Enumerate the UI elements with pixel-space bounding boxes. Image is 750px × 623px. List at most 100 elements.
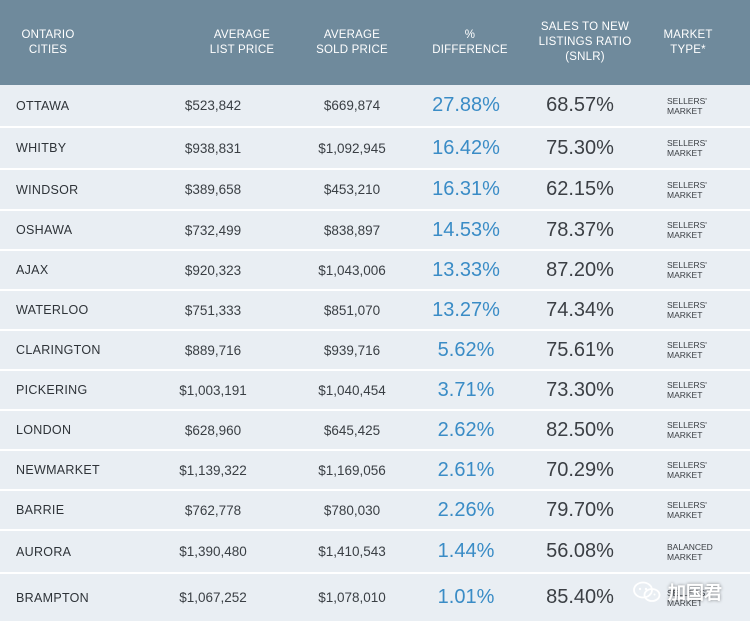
percent-difference: 5.62%: [437, 338, 495, 361]
average-list-price: $762,778: [184, 502, 242, 518]
average-list-price: $1,067,252: [179, 590, 247, 605]
average-sold-price: $851,070: [323, 302, 381, 318]
average-sold-price: $780,030: [323, 502, 381, 518]
average-list-price: $751,333: [184, 302, 242, 318]
snlr-value: 75.61%: [546, 338, 614, 361]
percent-difference: 2.62%: [437, 418, 495, 441]
percent-difference: 2.61%: [437, 458, 495, 481]
average-sold-price: $939,716: [323, 342, 381, 358]
market-type: SELLERS' MARKET: [667, 460, 707, 480]
city-name: WHITBY: [16, 141, 67, 155]
table-row: OTTAWA $523,842 $669,874 27.88% 68.57% SELLER…: [0, 85, 750, 128]
average-list-price: $523,842: [184, 98, 242, 113]
average-list-price: $628,960: [184, 422, 242, 438]
average-list-price: $1,139,322: [179, 462, 247, 478]
city-name: AJAX: [16, 263, 49, 277]
table-row: BARRIE $762,778 $780,030 2.26% 79.70% SELLERS…: [0, 491, 750, 531]
average-list-price: $389,658: [184, 182, 242, 197]
average-list-price: $889,716: [184, 342, 242, 358]
average-sold-price: $453,210: [323, 182, 381, 197]
header-average-sold-price: AVERAGE SOLD PRICE: [316, 28, 388, 56]
header-ontario-cities: ONTARIO CITIES: [21, 28, 75, 56]
average-sold-price: $1,092,945: [318, 140, 386, 156]
market-type: BALANCED MARKET: [667, 541, 713, 562]
city-name: CLARINGTON: [16, 343, 101, 357]
percent-difference: 3.71%: [437, 378, 495, 401]
header-market-type: MARKET TYPE*: [663, 28, 713, 56]
table-row: AJAX $920,323 $1,043,006 13.33% 87.20% SELLER…: [0, 251, 750, 291]
market-type: SELLERS' MARKET: [667, 500, 707, 520]
market-type: SELLERS' MARKET: [667, 420, 707, 440]
average-sold-price: $1,078,010: [318, 590, 386, 605]
snlr-value: 68.57%: [546, 94, 614, 116]
snlr-value: 56.08%: [546, 540, 614, 562]
market-type: SELLERS' MARKET: [667, 300, 707, 320]
average-sold-price: $669,874: [323, 98, 381, 113]
market-type: SELLERS' MARKET: [667, 340, 707, 360]
percent-difference: 27.88%: [432, 94, 500, 116]
average-list-price: $920,323: [184, 262, 242, 278]
city-name: BARRIE: [16, 503, 65, 517]
percent-difference: 1.44%: [437, 540, 495, 562]
market-type: SELLERS' MARKET: [667, 587, 707, 608]
table-row: AURORA $1,390,480 $1,410,543 1.44% 56.08% BAL…: [0, 531, 750, 574]
table-row: LONDON $628,960 $645,425 2.62% 82.50% SELLERS…: [0, 411, 750, 451]
market-type: SELLERS' MARKET: [667, 95, 707, 116]
table-row: PICKERING $1,003,191 $1,040,454 3.71% 73.30%…: [0, 371, 750, 411]
percent-difference: 16.42%: [432, 136, 500, 159]
percent-difference: 14.53%: [432, 218, 500, 241]
average-sold-price: $1,043,006: [318, 262, 386, 278]
percent-difference: 13.33%: [432, 258, 500, 281]
snlr-value: 79.70%: [546, 498, 614, 521]
table-row: NEWMARKET $1,139,322 $1,169,056 2.61% 70.29%…: [0, 451, 750, 491]
percent-difference: 2.26%: [437, 498, 495, 521]
percent-difference: 13.27%: [432, 298, 500, 321]
snlr-value: 75.30%: [546, 136, 614, 159]
snlr-value: 82.50%: [546, 418, 614, 441]
average-sold-price: $838,897: [323, 222, 381, 238]
snlr-value: 73.30%: [546, 378, 614, 401]
city-name: PICKERING: [16, 383, 88, 397]
snlr-value: 70.29%: [546, 458, 614, 481]
city-name: WINDSOR: [16, 182, 79, 197]
city-name: AURORA: [16, 544, 72, 559]
average-sold-price: $645,425: [323, 422, 381, 438]
table-row: OSHAWA $732,499 $838,897 14.53% 78.37% SELLER…: [0, 211, 750, 251]
average-list-price: $938,831: [184, 140, 242, 156]
wechat-icon: [633, 581, 661, 602]
snlr-value: 87.20%: [546, 258, 614, 281]
header-average-list-price: AVERAGE LIST PRICE: [209, 28, 275, 56]
city-name: BRAMPTON: [16, 590, 90, 605]
table-row: BRAMPTON $1,067,252 $1,078,010 1.01% 85.40% S…: [0, 574, 750, 623]
table-row: WHITBY $938,831 $1,092,945 16.42% 75.30% SELL…: [0, 128, 750, 170]
snlr-value: 78.37%: [546, 218, 614, 241]
average-sold-price: $1,169,056: [318, 462, 386, 478]
average-list-price: $1,003,191: [179, 382, 247, 398]
percent-difference: 1.01%: [437, 586, 495, 608]
snlr-value: 62.15%: [546, 178, 614, 200]
snlr-value: 85.40%: [546, 586, 614, 608]
header-percent-difference: % DIFFERENCE: [432, 28, 508, 56]
average-sold-price: $1,410,543: [318, 544, 386, 559]
city-name: OSHAWA: [16, 223, 73, 237]
snlr-value: 74.34%: [546, 298, 614, 321]
header-snlr: SALES TO NEW LISTINGS RATIO (SNLR): [538, 21, 632, 63]
city-name: NEWMARKET: [16, 463, 100, 477]
average-list-price: $1,390,480: [179, 544, 247, 559]
percent-difference: 16.31%: [432, 178, 500, 200]
table-row: WATERLOO $751,333 $851,070 13.27% 74.34% SELL…: [0, 291, 750, 331]
market-type: SELLERS' MARKET: [667, 220, 707, 240]
table-header: ONTARIO CITIES AVERAGE LIST PRICE AVERAG…: [0, 0, 750, 85]
market-type: SELLERS' MARKET: [667, 260, 707, 280]
market-type: SELLERS' MARKET: [667, 138, 707, 158]
watermark: 加国君: [632, 578, 722, 606]
city-name: WATERLOO: [16, 303, 89, 317]
market-type: SELLERS' MARKET: [667, 380, 707, 400]
watermark-text: 加国君: [668, 583, 722, 603]
city-name: LONDON: [16, 423, 72, 437]
market-type: SELLERS' MARKET: [667, 179, 707, 200]
table-row: WINDSOR $389,658 $453,210 16.31% 62.15% SELLE…: [0, 170, 750, 211]
average-list-price: $732,499: [184, 222, 242, 238]
average-sold-price: $1,040,454: [318, 382, 386, 398]
table-row: CLARINGTON $889,716 $939,716 5.62% 75.61% SEL…: [0, 331, 750, 371]
